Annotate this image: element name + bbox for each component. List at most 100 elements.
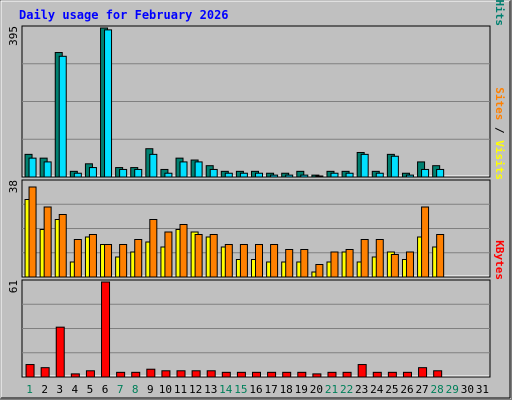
bar-sites-day-undefined (104, 244, 113, 278)
bar-files-day-12 (194, 161, 203, 178)
x-tick-label: 23 (355, 383, 368, 396)
x-tick-label: 22 (340, 383, 353, 396)
x-tick-label: 28 (431, 383, 444, 396)
bar-sites-day-undefined (436, 234, 445, 278)
bar-sites-day-undefined (134, 239, 143, 278)
x-tick-label: 17 (264, 383, 277, 396)
x-tick-label: 13 (204, 383, 217, 396)
bar-files-day-24 (375, 172, 384, 178)
x-tick-label: 2 (41, 383, 48, 396)
bar-files-day-15 (239, 172, 248, 178)
bar-sites-day-undefined (285, 249, 294, 278)
bar-kbytes-day-undefined (387, 371, 397, 378)
legend-entry: / (493, 120, 506, 140)
bar-kbytes-day-undefined (418, 367, 428, 378)
bar-files-day-6 (104, 29, 113, 178)
bar-kbytes-day-undefined (191, 370, 201, 378)
bar-files-day-26 (405, 174, 414, 178)
bar-sites-day-undefined (119, 244, 128, 278)
bar-files-day-1 (28, 157, 37, 178)
bar-kbytes-day-undefined (357, 364, 367, 378)
bar-sites-day-undefined (421, 206, 430, 278)
legend-entry: Hits (493, 0, 506, 26)
x-tick-label: 16 (249, 383, 262, 396)
legend: KBytes (493, 240, 506, 280)
bar-kbytes-day-undefined (146, 368, 156, 378)
bar-kbytes-day-undefined (342, 371, 352, 378)
bar-kbytes-day-undefined (402, 371, 412, 378)
bar-files-day-21 (330, 172, 339, 178)
bar-sites-day-undefined (239, 244, 248, 278)
bar-kbytes-day-undefined (25, 364, 35, 378)
x-tick-label: 7 (117, 383, 124, 396)
bar-sites-day-undefined (390, 254, 399, 278)
bar-kbytes-day-undefined (327, 371, 337, 378)
x-axis-labels: 1 2 3 4 5 6 7 8 9 10 11 12 13 14 15 16 17 18 19 20 21 22 23 24 2… (26, 383, 489, 396)
bar-sites-day-undefined (28, 186, 37, 278)
bar-kbytes-day-undefined (131, 371, 141, 378)
bar-kbytes-day-undefined (40, 367, 50, 378)
bar-sites-day-undefined (224, 244, 233, 278)
x-tick-label: 10 (159, 383, 172, 396)
x-tick-label: 15 (234, 383, 247, 396)
bar-sites-day-undefined (405, 251, 414, 278)
x-tick-label: 30 (461, 383, 474, 396)
x-tick-label: 19 (295, 383, 308, 396)
bar-files-day-13 (209, 168, 218, 178)
bar-files-day-5 (88, 167, 97, 178)
bar-kbytes-day-undefined (161, 370, 171, 378)
legend: Sites / Visits (493, 87, 506, 180)
bar-files-day-28 (436, 168, 445, 178)
bar-sites-day-undefined (73, 239, 82, 278)
bar-files-day-3 (58, 55, 67, 178)
panel-3: 61 KBytes (7, 240, 506, 378)
x-tick-label: 24 (370, 383, 384, 396)
bar-sites-day-undefined (88, 234, 97, 278)
x-tick-label: 8 (132, 383, 139, 396)
x-tick-label: 6 (102, 383, 109, 396)
bar-kbytes-day-undefined (236, 371, 246, 378)
bar-files-day-23 (360, 153, 369, 178)
bar-kbytes-day-undefined (252, 371, 261, 378)
bar-kbytes-day-undefined (267, 371, 277, 378)
bar-kbytes-day-undefined (433, 370, 443, 378)
bar-kbytes-day-undefined (372, 371, 382, 378)
bar-files-day-2 (43, 161, 52, 178)
bar-sites-day-undefined (300, 249, 309, 278)
bar-kbytes-day-undefined (55, 326, 65, 378)
bar-sites-day-undefined (149, 219, 158, 278)
x-tick-label: 21 (325, 383, 338, 396)
bar-files-day-8 (134, 168, 143, 178)
bar-kbytes-day-undefined (101, 281, 111, 378)
bar-files-day-22 (345, 172, 354, 178)
bar-sites-day-undefined (209, 234, 218, 278)
x-tick-label: 1 (26, 383, 33, 396)
bar-files-day-25 (390, 155, 399, 178)
bar-files-day-10 (164, 172, 173, 178)
chart-title: Daily usage for February 2026 (19, 8, 229, 22)
bar-sites-day-undefined (194, 234, 203, 278)
bar-sites-day-undefined (58, 214, 67, 278)
bar-kbytes-day-undefined (70, 373, 80, 378)
y-max-label: 38 (7, 180, 20, 193)
bar-files-day-16 (255, 172, 263, 178)
bar-sites-day-undefined (179, 224, 188, 278)
chart-panels: 395 Pages / Files / Hits 38 Sites / Visits 6… (7, 0, 506, 378)
bar-sites-day-undefined (270, 244, 279, 278)
legend-entry: Visits (493, 140, 506, 180)
x-tick-label: 12 (189, 383, 202, 396)
bar-sites-day-undefined (43, 206, 52, 278)
bar-sites-day-undefined (360, 239, 369, 278)
bar-files-day-11 (179, 161, 188, 178)
bar-kbytes-day-undefined (221, 371, 231, 378)
bar-files-day-17 (270, 174, 279, 178)
x-tick-label: 18 (280, 383, 293, 396)
x-tick-label: 5 (87, 383, 94, 396)
bar-files-day-20 (315, 175, 324, 178)
bar-sites-day-undefined (255, 244, 263, 278)
x-tick-label: 27 (415, 383, 428, 396)
bar-kbytes-day-undefined (206, 370, 216, 378)
bar-kbytes-day-undefined (282, 371, 292, 378)
panel-2: 38 Sites / Visits (7, 87, 506, 278)
bar-files-day-19 (300, 174, 309, 178)
